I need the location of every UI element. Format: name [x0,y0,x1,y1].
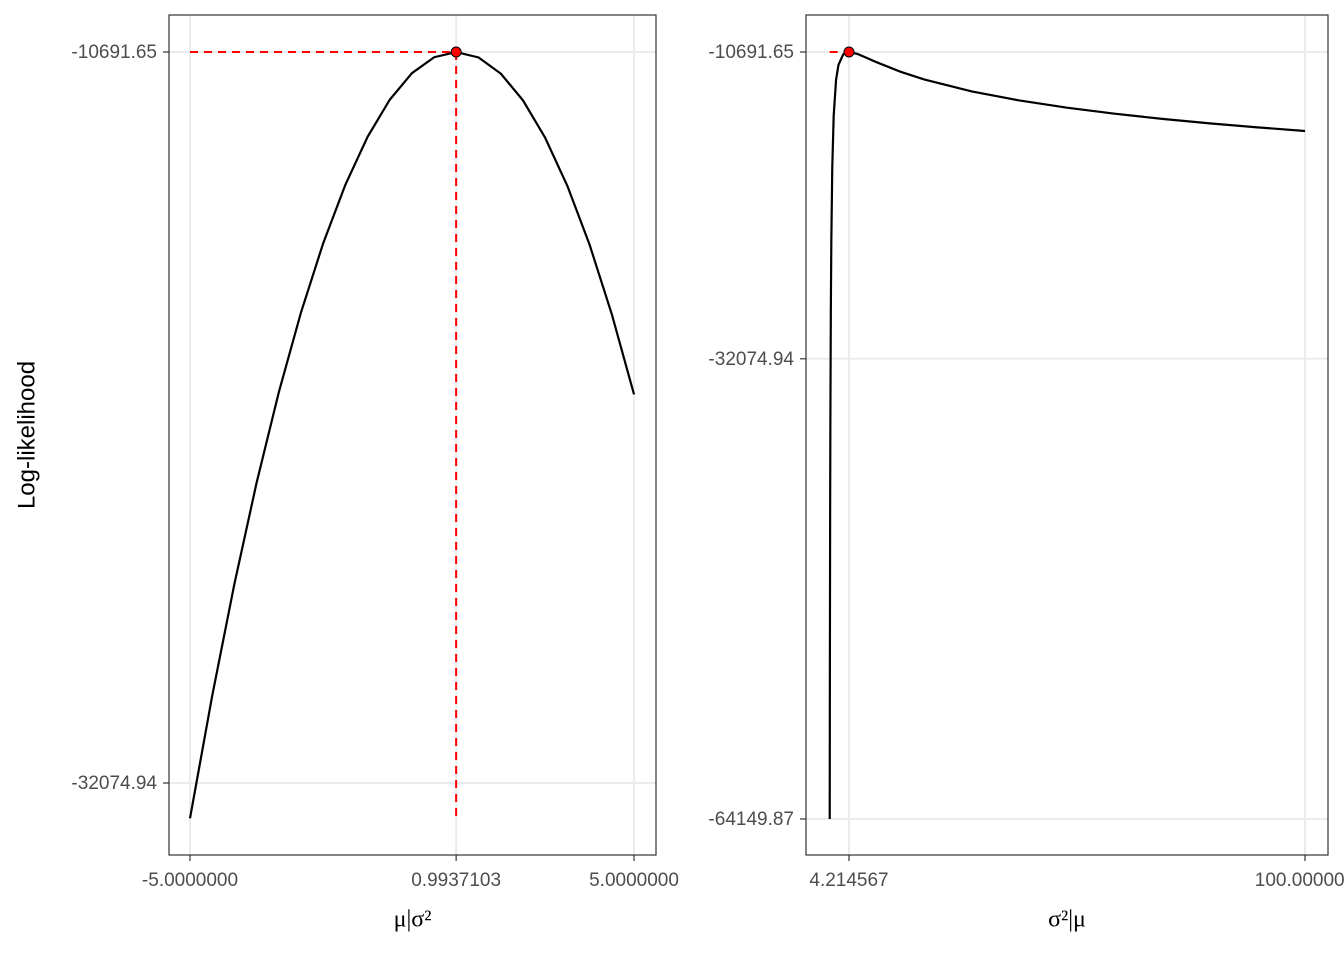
y-tick-label: -10691.65 [708,42,794,63]
y-axis-title: Log-likelihood [13,361,40,509]
y-tick-label: -64149.87 [708,809,794,830]
x-tick-label: 4.214567 [809,870,888,891]
y-tick-label: -32074.94 [71,773,157,794]
likelihood-curve [828,50,1306,820]
x-tick-label: 5.0000000 [589,870,679,891]
panel-background [806,15,1328,855]
likelihood-curve [188,50,636,819]
panel-border [168,14,657,856]
y-tick-label: -32074.94 [708,349,794,370]
mle-point [450,46,462,58]
x-tick-label: 100.000000 [1255,870,1344,891]
y-tick-label: -10691.65 [71,42,157,63]
x-tick-label: 0.9937103 [411,870,501,891]
panel-border [805,14,1329,856]
x-axis-title: μ|σ² [394,907,432,933]
x-axis-title: σ²|μ [1048,907,1086,933]
mle-point [843,46,855,58]
plot-area [188,50,636,819]
x-tick-label: -5.0000000 [142,870,238,891]
panel-background [169,15,656,855]
